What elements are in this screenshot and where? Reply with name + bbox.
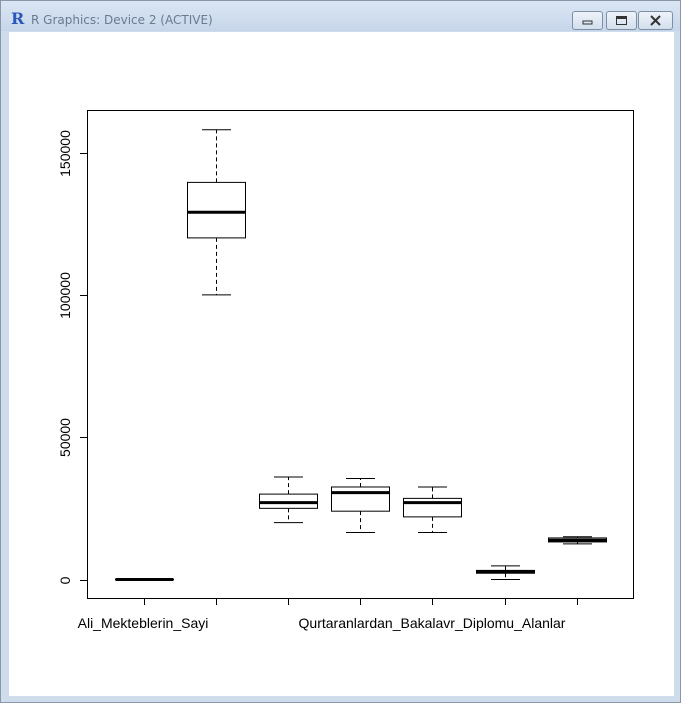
maximize-icon bbox=[616, 16, 627, 25]
y-tick-label: 100000 bbox=[57, 272, 73, 319]
title-bar[interactable]: R R Graphics: Device 2 (ACTIVE) bbox=[1, 1, 680, 31]
close-icon bbox=[650, 15, 661, 26]
y-tick-label: 150000 bbox=[57, 130, 73, 177]
box bbox=[331, 486, 390, 512]
y-tick-label: 50000 bbox=[57, 418, 73, 457]
boxplot-chart: 0 50000 100000 150000 Ali_Mekteblerin_Sayi Qu… bbox=[57, 110, 634, 631]
box bbox=[187, 181, 246, 239]
minimize-icon bbox=[582, 20, 593, 25]
minimize-button[interactable] bbox=[572, 11, 603, 30]
close-button[interactable] bbox=[638, 11, 673, 30]
x-tick-label: Qurtaranlardan_Bakalavr_Diplomu_Alanlar bbox=[299, 615, 566, 631]
r-logo-icon: R bbox=[11, 9, 25, 28]
x-tick-label: Ali_Mekteblerin_Sayi bbox=[78, 615, 209, 631]
window-title: R Graphics: Device 2 (ACTIVE) bbox=[31, 13, 213, 27]
maximize-button[interactable] bbox=[606, 11, 637, 30]
plot-area: 0 50000 100000 150000 Ali_Mekteblerin_Sayi Qu… bbox=[9, 32, 674, 696]
y-tick-label: 0 bbox=[57, 576, 73, 584]
